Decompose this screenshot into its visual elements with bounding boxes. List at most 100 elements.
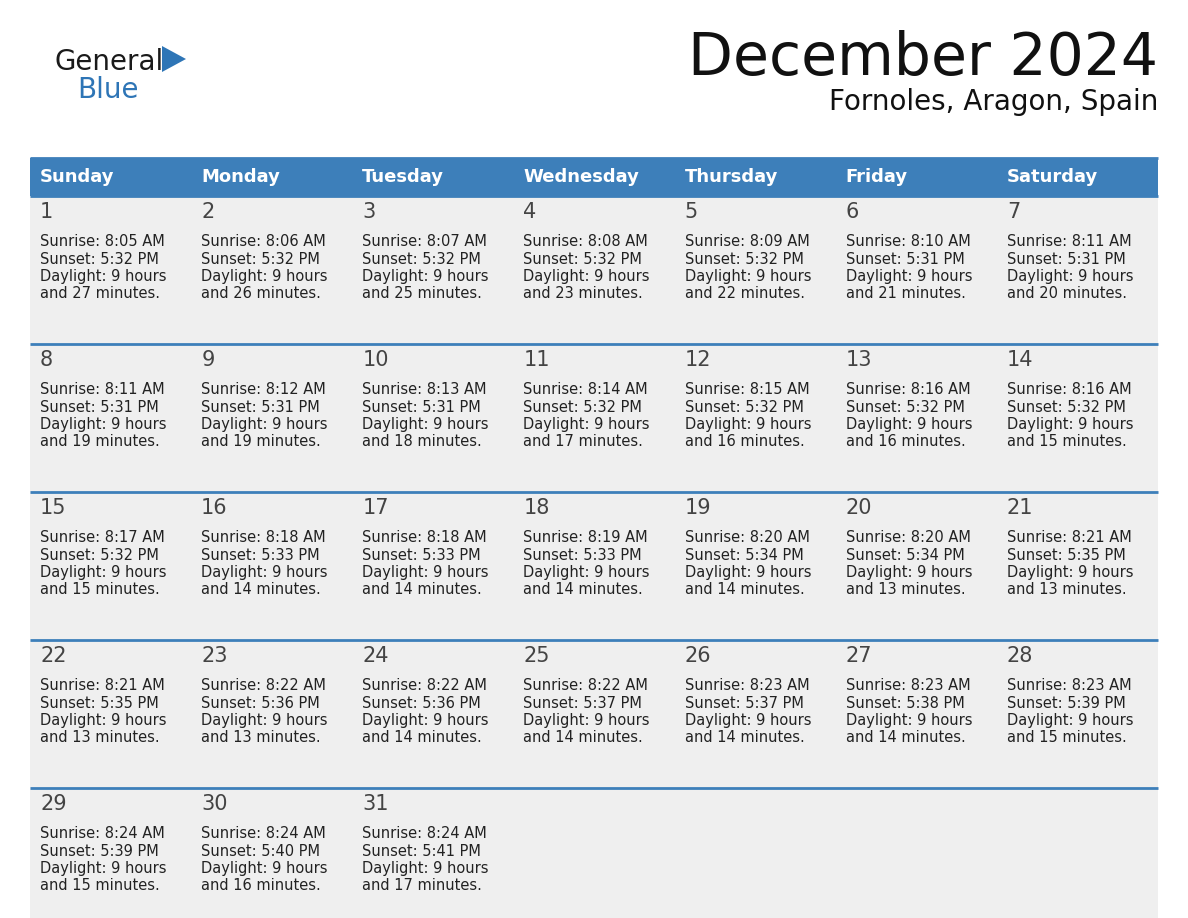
Text: Fornoles, Aragon, Spain: Fornoles, Aragon, Spain — [828, 88, 1158, 116]
Text: Sunrise: 8:21 AM: Sunrise: 8:21 AM — [1007, 530, 1132, 545]
Text: Daylight: 9 hours: Daylight: 9 hours — [1007, 565, 1133, 580]
Text: Sunset: 5:36 PM: Sunset: 5:36 PM — [201, 696, 320, 711]
Text: Sunrise: 8:20 AM: Sunrise: 8:20 AM — [846, 530, 971, 545]
Text: 5: 5 — [684, 202, 697, 222]
Text: Sunrise: 8:16 AM: Sunrise: 8:16 AM — [846, 382, 971, 397]
Text: and 26 minutes.: and 26 minutes. — [201, 286, 321, 301]
Text: Daylight: 9 hours: Daylight: 9 hours — [362, 269, 488, 284]
Text: 23: 23 — [201, 646, 228, 666]
Text: Wednesday: Wednesday — [524, 168, 639, 186]
Text: Daylight: 9 hours: Daylight: 9 hours — [362, 417, 488, 432]
Text: 13: 13 — [846, 350, 872, 370]
Bar — [30, 344, 1158, 492]
Text: 28: 28 — [1007, 646, 1034, 666]
Text: Sunrise: 8:24 AM: Sunrise: 8:24 AM — [362, 826, 487, 841]
Text: 9: 9 — [201, 350, 215, 370]
Text: 19: 19 — [684, 498, 712, 518]
Text: Daylight: 9 hours: Daylight: 9 hours — [40, 417, 166, 432]
Text: and 13 minutes.: and 13 minutes. — [40, 731, 159, 745]
Text: Sunset: 5:32 PM: Sunset: 5:32 PM — [684, 399, 803, 415]
Text: and 13 minutes.: and 13 minutes. — [846, 583, 966, 598]
Text: Sunrise: 8:11 AM: Sunrise: 8:11 AM — [40, 382, 165, 397]
Text: Daylight: 9 hours: Daylight: 9 hours — [1007, 269, 1133, 284]
Text: Daylight: 9 hours: Daylight: 9 hours — [40, 713, 166, 728]
Bar — [30, 640, 1158, 788]
Text: Sunset: 5:32 PM: Sunset: 5:32 PM — [524, 252, 643, 266]
Text: Daylight: 9 hours: Daylight: 9 hours — [40, 565, 166, 580]
Text: 17: 17 — [362, 498, 388, 518]
Text: Daylight: 9 hours: Daylight: 9 hours — [362, 861, 488, 876]
Text: and 18 minutes.: and 18 minutes. — [362, 434, 482, 450]
Text: Sunset: 5:32 PM: Sunset: 5:32 PM — [524, 399, 643, 415]
Text: Sunrise: 8:22 AM: Sunrise: 8:22 AM — [201, 678, 326, 693]
Text: Daylight: 9 hours: Daylight: 9 hours — [684, 417, 811, 432]
Text: 14: 14 — [1007, 350, 1034, 370]
Text: Sunrise: 8:18 AM: Sunrise: 8:18 AM — [362, 530, 487, 545]
Text: Sunrise: 8:20 AM: Sunrise: 8:20 AM — [684, 530, 809, 545]
Text: Sunset: 5:31 PM: Sunset: 5:31 PM — [201, 399, 320, 415]
Text: and 19 minutes.: and 19 minutes. — [40, 434, 159, 450]
Text: and 23 minutes.: and 23 minutes. — [524, 286, 643, 301]
Bar — [30, 492, 1158, 640]
Text: Sunrise: 8:24 AM: Sunrise: 8:24 AM — [201, 826, 326, 841]
Text: Sunset: 5:36 PM: Sunset: 5:36 PM — [362, 696, 481, 711]
Text: and 13 minutes.: and 13 minutes. — [1007, 583, 1126, 598]
Text: Daylight: 9 hours: Daylight: 9 hours — [846, 417, 972, 432]
Text: and 15 minutes.: and 15 minutes. — [40, 583, 159, 598]
Text: Sunset: 5:31 PM: Sunset: 5:31 PM — [1007, 252, 1125, 266]
Text: Daylight: 9 hours: Daylight: 9 hours — [684, 565, 811, 580]
Text: 30: 30 — [201, 794, 228, 814]
Text: Sunset: 5:35 PM: Sunset: 5:35 PM — [1007, 547, 1125, 563]
Text: 1: 1 — [40, 202, 53, 222]
Text: Sunrise: 8:19 AM: Sunrise: 8:19 AM — [524, 530, 647, 545]
Text: Saturday: Saturday — [1007, 168, 1098, 186]
Text: Sunset: 5:33 PM: Sunset: 5:33 PM — [524, 547, 642, 563]
Text: and 27 minutes.: and 27 minutes. — [40, 286, 160, 301]
Text: 16: 16 — [201, 498, 228, 518]
Text: Daylight: 9 hours: Daylight: 9 hours — [362, 565, 488, 580]
Text: 12: 12 — [684, 350, 712, 370]
Text: Sunset: 5:31 PM: Sunset: 5:31 PM — [846, 252, 965, 266]
Text: 6: 6 — [846, 202, 859, 222]
Bar — [30, 788, 1158, 918]
Text: Sunset: 5:31 PM: Sunset: 5:31 PM — [40, 399, 159, 415]
Text: Sunset: 5:32 PM: Sunset: 5:32 PM — [1007, 399, 1126, 415]
Polygon shape — [162, 46, 187, 72]
Text: Sunrise: 8:17 AM: Sunrise: 8:17 AM — [40, 530, 165, 545]
Text: and 14 minutes.: and 14 minutes. — [846, 731, 966, 745]
Text: and 14 minutes.: and 14 minutes. — [684, 583, 804, 598]
Text: Sunset: 5:37 PM: Sunset: 5:37 PM — [684, 696, 803, 711]
Text: and 16 minutes.: and 16 minutes. — [684, 434, 804, 450]
Text: Monday: Monday — [201, 168, 280, 186]
Bar — [30, 158, 1158, 196]
Text: Sunday: Sunday — [40, 168, 114, 186]
Text: and 14 minutes.: and 14 minutes. — [524, 583, 643, 598]
Text: Sunrise: 8:24 AM: Sunrise: 8:24 AM — [40, 826, 165, 841]
Text: 22: 22 — [40, 646, 67, 666]
Text: Sunrise: 8:06 AM: Sunrise: 8:06 AM — [201, 234, 326, 249]
Text: Thursday: Thursday — [684, 168, 778, 186]
Text: Sunset: 5:39 PM: Sunset: 5:39 PM — [40, 844, 159, 858]
Text: Daylight: 9 hours: Daylight: 9 hours — [846, 269, 972, 284]
Text: Sunset: 5:37 PM: Sunset: 5:37 PM — [524, 696, 643, 711]
Text: Sunrise: 8:22 AM: Sunrise: 8:22 AM — [362, 678, 487, 693]
Text: Sunset: 5:38 PM: Sunset: 5:38 PM — [846, 696, 965, 711]
Text: and 16 minutes.: and 16 minutes. — [846, 434, 966, 450]
Text: Sunset: 5:34 PM: Sunset: 5:34 PM — [846, 547, 965, 563]
Text: Sunrise: 8:21 AM: Sunrise: 8:21 AM — [40, 678, 165, 693]
Text: and 13 minutes.: and 13 minutes. — [201, 731, 321, 745]
Text: Sunset: 5:32 PM: Sunset: 5:32 PM — [684, 252, 803, 266]
Text: Sunset: 5:34 PM: Sunset: 5:34 PM — [684, 547, 803, 563]
Text: Sunset: 5:35 PM: Sunset: 5:35 PM — [40, 696, 159, 711]
Text: and 22 minutes.: and 22 minutes. — [684, 286, 804, 301]
Bar — [30, 196, 1158, 344]
Text: 20: 20 — [846, 498, 872, 518]
Text: and 15 minutes.: and 15 minutes. — [1007, 731, 1126, 745]
Text: 11: 11 — [524, 350, 550, 370]
Text: Sunrise: 8:15 AM: Sunrise: 8:15 AM — [684, 382, 809, 397]
Text: 26: 26 — [684, 646, 712, 666]
Text: and 19 minutes.: and 19 minutes. — [201, 434, 321, 450]
Text: 2: 2 — [201, 202, 214, 222]
Text: Sunrise: 8:07 AM: Sunrise: 8:07 AM — [362, 234, 487, 249]
Text: and 25 minutes.: and 25 minutes. — [362, 286, 482, 301]
